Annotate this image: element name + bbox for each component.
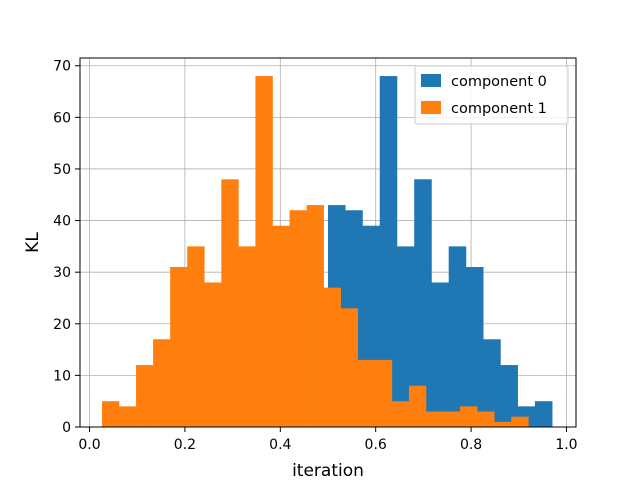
bar-component-1 xyxy=(477,411,495,427)
bar-component-1 xyxy=(272,225,290,427)
bar-component-0 xyxy=(448,246,467,427)
bar-component-1 xyxy=(204,282,222,427)
x-axis-label: iteration xyxy=(292,461,364,480)
legend-swatch-component-1 xyxy=(421,101,441,114)
bar-component-0 xyxy=(396,246,415,427)
axis-ticks: 0.0 0.2 0.4 0.6 0.8 1.0 0 10 20 30 40 50 60 70 xyxy=(53,59,577,453)
bar-component-1 xyxy=(494,421,512,427)
bar-component-1 xyxy=(238,246,256,427)
bar-component-0 xyxy=(483,339,501,427)
bar-component-1 xyxy=(101,401,120,427)
bar-component-1 xyxy=(425,411,444,427)
legend-label-component-1: component 1 xyxy=(451,101,547,117)
y-tick-label: 70 xyxy=(53,59,71,75)
bar-component-1 xyxy=(460,406,478,427)
bar-component-1 xyxy=(511,416,529,427)
bar-component-1 xyxy=(221,179,239,427)
x-tick-label: 0.8 xyxy=(460,437,482,453)
plot-frame xyxy=(79,57,577,428)
bar-component-0 xyxy=(534,401,553,427)
bar-component-1 xyxy=(408,385,427,427)
y-axis-label: KL xyxy=(23,232,43,253)
bar-component-1 xyxy=(340,308,359,427)
y-tick-label: 60 xyxy=(53,110,71,126)
bar-component-0 xyxy=(414,179,432,427)
x-tick-label: 0.0 xyxy=(78,437,100,453)
y-tick-label: 20 xyxy=(53,317,71,333)
bar-component-1 xyxy=(357,359,376,427)
x-tick-label: 0.2 xyxy=(174,437,196,453)
y-tick-label: 40 xyxy=(53,214,71,230)
bar-component-1 xyxy=(443,411,461,427)
bar-component-1 xyxy=(289,210,307,427)
y-tick-label: 30 xyxy=(53,265,71,281)
bar-component-1 xyxy=(374,359,393,427)
bar-component-0 xyxy=(500,365,518,427)
bar-component-1 xyxy=(255,76,273,428)
x-tick-label: 0.6 xyxy=(365,437,387,453)
legend-box xyxy=(414,65,569,125)
legend-label-component-0: component 0 xyxy=(451,74,547,90)
bar-component-1 xyxy=(187,246,205,427)
bar-component-0 xyxy=(431,282,449,427)
bar-component-1 xyxy=(118,406,137,427)
y-tick-label: 10 xyxy=(53,368,71,384)
x-tick-label: 1.0 xyxy=(555,437,577,453)
bars xyxy=(101,76,553,428)
y-tick-label: 0 xyxy=(62,420,71,436)
bar-component-1 xyxy=(391,401,410,427)
legend-swatch-component-0 xyxy=(421,74,441,87)
bar-component-1 xyxy=(153,339,171,427)
bar-component-1 xyxy=(136,365,154,427)
bar-component-1 xyxy=(323,287,342,427)
y-tick-label: 50 xyxy=(53,162,71,178)
bar-component-1 xyxy=(306,205,324,427)
bar-component-0 xyxy=(465,267,484,427)
bar-component-1 xyxy=(170,267,188,427)
legend: component 0 component 1 xyxy=(414,65,569,125)
x-tick-label: 0.4 xyxy=(269,437,291,453)
bar-component-0 xyxy=(379,76,398,428)
